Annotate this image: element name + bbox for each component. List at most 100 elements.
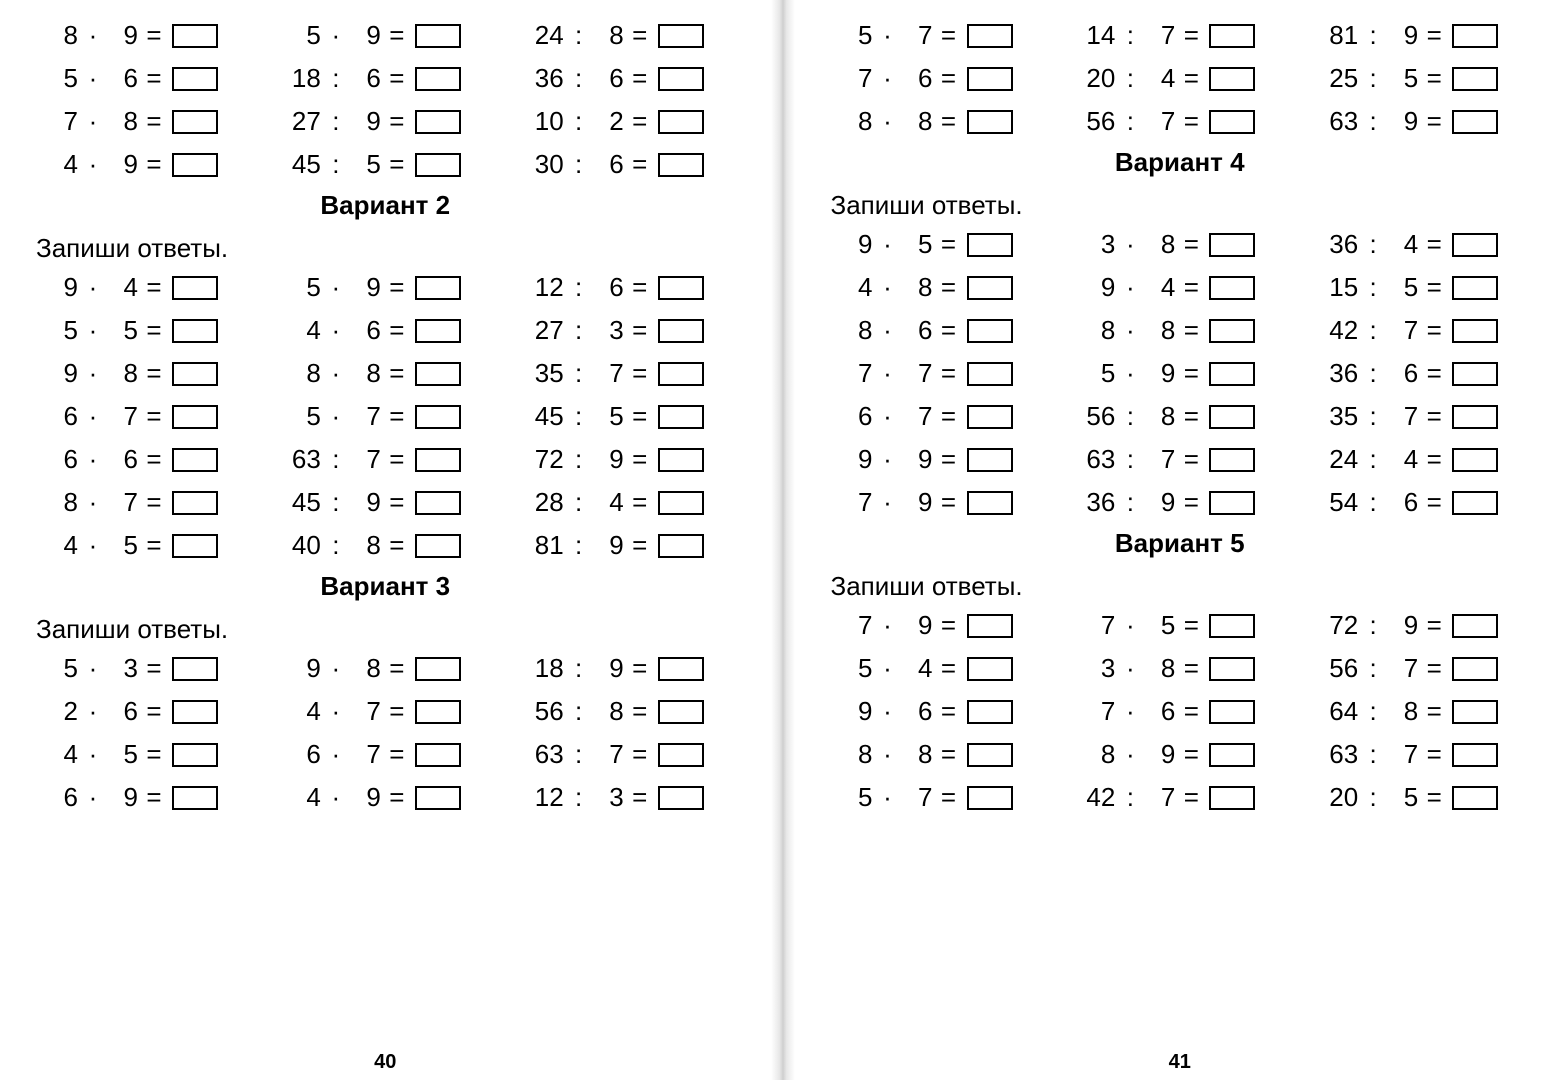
answer-box[interactable] — [1452, 362, 1498, 386]
answer-box[interactable] — [967, 700, 1013, 724]
answer-box[interactable] — [1452, 405, 1498, 429]
answer-box[interactable] — [967, 110, 1013, 134]
answer-box[interactable] — [172, 700, 218, 724]
answer-box[interactable] — [415, 786, 461, 810]
answer-box[interactable] — [415, 24, 461, 48]
answer-box[interactable] — [415, 153, 461, 177]
answer-box[interactable] — [172, 491, 218, 515]
answer-box[interactable] — [658, 743, 704, 767]
equation-column: 7·5=3·8=7·6=8·9=42:7= — [1067, 610, 1292, 813]
answer-box[interactable] — [172, 448, 218, 472]
answer-box[interactable] — [967, 319, 1013, 343]
answer-box[interactable] — [967, 24, 1013, 48]
answer-box[interactable] — [172, 786, 218, 810]
answer-box[interactable] — [967, 276, 1013, 300]
answer-box[interactable] — [658, 491, 704, 515]
answer-box[interactable] — [415, 534, 461, 558]
answer-box[interactable] — [1209, 657, 1255, 681]
answer-box[interactable] — [172, 319, 218, 343]
answer-box[interactable] — [658, 362, 704, 386]
answer-box[interactable] — [1452, 448, 1498, 472]
answer-box[interactable] — [1209, 700, 1255, 724]
answer-box[interactable] — [415, 491, 461, 515]
answer-box[interactable] — [967, 362, 1013, 386]
equals-sign: = — [146, 20, 162, 51]
answer-box[interactable] — [1209, 786, 1255, 810]
answer-box[interactable] — [172, 362, 218, 386]
answer-box[interactable] — [967, 67, 1013, 91]
answer-box[interactable] — [1209, 110, 1255, 134]
answer-box[interactable] — [658, 534, 704, 558]
answer-box[interactable] — [415, 448, 461, 472]
answer-box[interactable] — [1209, 614, 1255, 638]
answer-box[interactable] — [967, 657, 1013, 681]
answer-box[interactable] — [967, 614, 1013, 638]
answer-box[interactable] — [1209, 233, 1255, 257]
answer-box[interactable] — [172, 657, 218, 681]
equals-sign: = — [632, 739, 648, 770]
answer-box[interactable] — [1452, 491, 1498, 515]
answer-box[interactable] — [967, 405, 1013, 429]
answer-box[interactable] — [967, 233, 1013, 257]
answer-box[interactable] — [658, 276, 704, 300]
answer-box[interactable] — [1452, 24, 1498, 48]
equation: 36:6= — [1310, 358, 1535, 389]
answer-box[interactable] — [1452, 657, 1498, 681]
answer-box[interactable] — [415, 657, 461, 681]
answer-box[interactable] — [415, 700, 461, 724]
answer-box[interactable] — [658, 24, 704, 48]
answer-box[interactable] — [1209, 67, 1255, 91]
answer-box[interactable] — [1452, 786, 1498, 810]
answer-box[interactable] — [172, 67, 218, 91]
answer-box[interactable] — [1452, 276, 1498, 300]
answer-box[interactable] — [1452, 110, 1498, 134]
answer-box[interactable] — [1209, 24, 1255, 48]
answer-box[interactable] — [172, 405, 218, 429]
answer-box[interactable] — [658, 657, 704, 681]
answer-box[interactable] — [415, 743, 461, 767]
answer-box[interactable] — [172, 276, 218, 300]
equation: 63:7= — [1067, 444, 1292, 475]
equals-sign: = — [632, 487, 648, 518]
answer-box[interactable] — [1452, 614, 1498, 638]
equation: 56:7= — [1310, 653, 1535, 684]
answer-box[interactable] — [967, 786, 1013, 810]
answer-box[interactable] — [658, 700, 704, 724]
answer-box[interactable] — [658, 67, 704, 91]
answer-box[interactable] — [658, 405, 704, 429]
answer-box[interactable] — [967, 491, 1013, 515]
answer-box[interactable] — [967, 743, 1013, 767]
answer-box[interactable] — [1452, 700, 1498, 724]
answer-box[interactable] — [172, 743, 218, 767]
answer-box[interactable] — [658, 319, 704, 343]
answer-box[interactable] — [172, 153, 218, 177]
answer-box[interactable] — [172, 534, 218, 558]
answer-box[interactable] — [415, 405, 461, 429]
answer-box[interactable] — [172, 24, 218, 48]
answer-box[interactable] — [658, 786, 704, 810]
answer-box[interactable] — [172, 110, 218, 134]
answer-box[interactable] — [415, 110, 461, 134]
answer-box[interactable] — [1452, 67, 1498, 91]
answer-box[interactable] — [1209, 276, 1255, 300]
answer-box[interactable] — [1452, 233, 1498, 257]
operand-a: 18 — [534, 653, 564, 684]
answer-box[interactable] — [1209, 362, 1255, 386]
answer-box[interactable] — [415, 362, 461, 386]
answer-box[interactable] — [1209, 405, 1255, 429]
operand-b: 9 — [1388, 610, 1418, 641]
answer-box[interactable] — [415, 67, 461, 91]
equals-sign: = — [1426, 20, 1442, 51]
answer-box[interactable] — [1209, 319, 1255, 343]
answer-box[interactable] — [1209, 448, 1255, 472]
answer-box[interactable] — [415, 319, 461, 343]
answer-box[interactable] — [415, 276, 461, 300]
answer-box[interactable] — [1452, 743, 1498, 767]
answer-box[interactable] — [1452, 319, 1498, 343]
answer-box[interactable] — [658, 448, 704, 472]
answer-box[interactable] — [967, 448, 1013, 472]
answer-box[interactable] — [1209, 743, 1255, 767]
answer-box[interactable] — [1209, 491, 1255, 515]
answer-box[interactable] — [658, 110, 704, 134]
answer-box[interactable] — [658, 153, 704, 177]
